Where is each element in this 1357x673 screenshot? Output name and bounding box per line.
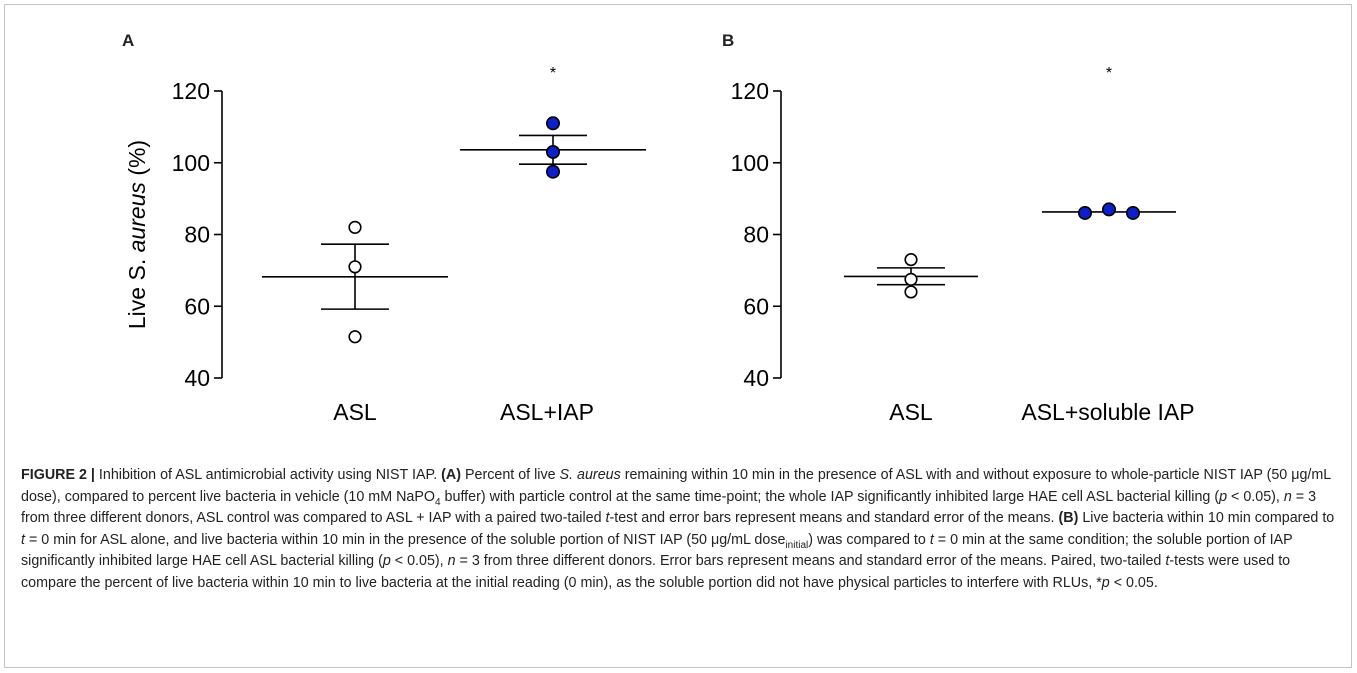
caption-species-name: S. aureus [559, 467, 621, 483]
caption-text: buffer) with particle control at the sam… [440, 488, 1220, 505]
caption-subscript: initial [785, 539, 809, 551]
x-category-label: ASL+IAP [500, 399, 594, 425]
caption-italic-t: t [1165, 553, 1170, 570]
data-point-filled [1102, 202, 1117, 217]
y-tick-label: 120 [172, 78, 210, 104]
caption-text: = 0 min for ASL alone, and live bacteria… [24, 531, 786, 548]
y-axis-title-text: Live S. [124, 252, 150, 329]
caption-text: = 0 min at the same condition; the solub… [21, 531, 1293, 570]
data-point-open [904, 285, 918, 299]
data-point-open [348, 330, 362, 344]
data-point-open [904, 253, 918, 267]
data-point-filled [1126, 205, 1141, 220]
data-point-open [348, 220, 362, 234]
y-tick-label: 100 [731, 150, 769, 176]
data-point-filled [545, 144, 560, 159]
caption-panel-a-label: (A) [441, 467, 461, 483]
caption-italic-n: n [447, 553, 456, 570]
data-point-filled [1078, 205, 1093, 220]
caption-panel-b-label: (B) [1058, 510, 1079, 527]
caption-text: < 0.05), [390, 553, 448, 570]
y-axis-title: Live S. aureus (%) [124, 140, 150, 329]
data-point-filled [545, 116, 560, 131]
y-tick-label: 40 [184, 365, 210, 391]
y-tick-label: 100 [172, 150, 210, 176]
caption-text: < 0.05), [1227, 488, 1284, 505]
caption-italic-t: t [929, 531, 934, 548]
figure-caption: FIGURE 2 | Inhibition of ASL antimicrobi… [21, 465, 1339, 595]
caption-italic-t: t [21, 531, 25, 548]
x-category-label: ASL [333, 399, 377, 425]
data-point-open [348, 260, 362, 274]
data-point-filled [545, 164, 560, 179]
caption-text: < 0.05. [1109, 574, 1158, 591]
figure-panels: A 40 60 80 100 120 Live S. aureus (%) ASL ASL+IA… [122, 31, 1195, 425]
y-tick-label: 120 [731, 78, 769, 104]
y-tick-label: 60 [184, 293, 210, 319]
caption-text: Percent of live [461, 467, 560, 483]
figure-frame [4, 4, 1352, 668]
data-point-open [904, 272, 918, 286]
caption-italic-p: p [1101, 574, 1110, 591]
panel-label: A [122, 31, 134, 50]
y-tick-label: 40 [743, 365, 769, 391]
caption-text: ) was compared to [808, 531, 930, 548]
caption-text: -tests were used to compare the percent … [21, 553, 1291, 591]
significance-marker: * [1106, 65, 1112, 82]
significance-marker: * [550, 65, 556, 82]
caption-figure-label: FIGURE 2 | [21, 467, 95, 483]
y-tick-label: 80 [743, 222, 769, 248]
panel-b: B 40 60 80 100 120 ASL ASL+soluble IAP * [722, 31, 1195, 425]
caption-italic-n: n [1283, 488, 1292, 505]
caption-italic-p: p [1219, 488, 1228, 505]
y-axis-title-italic: aureus [124, 182, 150, 253]
caption-italic-p: p [382, 553, 391, 570]
y-axis-title-unit: (%) [124, 140, 150, 182]
caption-text: Inhibition of ASL antimicrobial activity… [94, 467, 442, 483]
y-tick-label: 80 [184, 222, 210, 248]
caption-text: -test and error bars represent means and… [609, 510, 1059, 527]
caption-italic-t: t [605, 510, 610, 527]
panel-a: A 40 60 80 100 120 Live S. aureus (%) ASL ASL+IA… [122, 31, 646, 425]
x-category-label: ASL [889, 399, 933, 425]
y-tick-label: 60 [743, 293, 769, 319]
x-category-label: ASL+soluble IAP [1021, 399, 1194, 425]
caption-text: Live bacteria within 10 min compared to [1078, 510, 1335, 527]
panel-label: B [722, 31, 734, 50]
caption-text: remaining within 10 min in the presence … [21, 467, 1331, 505]
caption-subscript: 4 [435, 496, 441, 508]
caption-text: = 3 from three different donors, ASL con… [21, 488, 1317, 527]
caption-text: = 3 from three different donors. Error b… [455, 553, 1166, 570]
